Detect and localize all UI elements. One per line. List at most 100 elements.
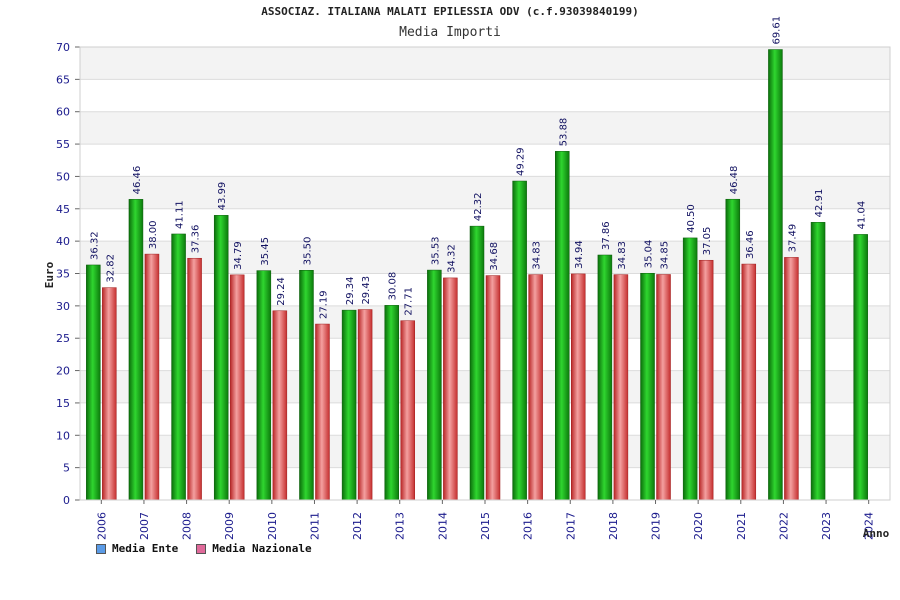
data-label-media-ente: 53.88 (558, 118, 569, 147)
y-tick-label: 5 (63, 462, 70, 475)
bar-media-nazionale (102, 287, 117, 501)
data-label-media-nazionale: 34.32 (446, 244, 457, 273)
y-tick-label: 20 (56, 365, 70, 378)
y-tick-label: 40 (56, 235, 70, 248)
bar-media-nazionale (400, 320, 415, 501)
x-tick-label: 2020 (692, 512, 705, 540)
bar-media-nazionale (315, 323, 330, 501)
y-tick-label: 70 (56, 41, 70, 54)
axes: 0 5 10 15 20 25 30 35 40 45 50 55 60 65 70 2006 2007 2008… (56, 41, 891, 540)
x-tick-label: 2011 (308, 512, 321, 540)
bar-media-nazionale (613, 274, 629, 501)
data-label-media-nazionale: 34.83 (532, 241, 543, 270)
x-tick-label: 2023 (820, 512, 833, 540)
chart-title: ASSOCIAZ. ITALIANA MALATI EPILESSIA ODV … (261, 5, 639, 18)
data-label-media-ente: 35.45 (260, 237, 271, 266)
grid-band (80, 47, 890, 80)
bar-media-nazionale (741, 263, 757, 501)
bar-media-ente (555, 151, 570, 501)
data-label-media-nazionale: 27.71 (404, 287, 415, 316)
x-tick-label: 2014 (436, 512, 449, 540)
bar-media-ente (853, 234, 868, 501)
legend: Media Ente Media Nazionale (96, 542, 312, 555)
y-tick-label: 50 (56, 170, 70, 183)
legend-item-media-nazionale: Media Nazionale (196, 542, 312, 555)
bars (86, 49, 868, 501)
data-label-media-ente: 42.32 (473, 192, 484, 221)
x-tick-label: 2012 (351, 512, 364, 540)
data-label-media-ente: 35.04 (644, 240, 655, 269)
bar-media-ente (384, 305, 399, 501)
bar-media-nazionale (485, 275, 501, 501)
y-tick-label: 0 (63, 494, 70, 507)
bar-media-ente (810, 222, 826, 501)
legend-label-media-nazionale: Media Nazionale (212, 542, 312, 555)
legend-label-media-ente: Media Ente (112, 542, 179, 555)
x-tick-label: 2006 (95, 512, 108, 540)
bar-media-nazionale (229, 274, 245, 501)
bar-media-ente (768, 49, 783, 501)
data-label-media-ente: 35.53 (430, 236, 441, 265)
x-tick-label: 2010 (266, 512, 279, 540)
grid-band (80, 176, 890, 209)
data-label-media-ente: 49.29 (516, 147, 527, 176)
y-tick-label: 10 (56, 429, 70, 442)
data-label-media-nazionale: 34.68 (489, 242, 500, 271)
bar-media-ente (427, 269, 442, 501)
bar-media-nazionale (698, 259, 714, 501)
bar-media-ente (597, 254, 613, 501)
data-label-media-ente: 41.04 (857, 201, 868, 230)
x-tick-label: 2022 (777, 512, 790, 540)
bar-media-nazionale (656, 274, 671, 501)
y-tick-label: 15 (56, 397, 70, 410)
x-tick-label: 2019 (650, 512, 663, 540)
bar-media-ente (725, 198, 741, 501)
data-label-media-nazionale: 37.49 (787, 224, 798, 253)
data-label-media-nazionale: 38.00 (148, 220, 159, 249)
data-label-media-ente: 42.91 (814, 189, 825, 218)
bar-media-ente (341, 309, 357, 501)
data-label-media-ente: 46.46 (132, 166, 143, 195)
legend-swatch-media-ente (96, 543, 106, 554)
data-label-media-ente: 69.61 (771, 16, 782, 45)
bar-media-nazionale (528, 274, 543, 501)
bar-media-ente (256, 270, 272, 501)
bar-media-nazionale (357, 309, 373, 501)
bar-media-nazionale (187, 257, 202, 501)
data-label-media-ente: 37.86 (601, 221, 612, 250)
data-label-media-nazionale: 37.36 (191, 225, 202, 254)
bar-media-ente (128, 199, 144, 501)
y-tick-label: 65 (56, 73, 70, 86)
data-label-media-nazionale: 34.79 (233, 241, 244, 270)
bar-media-nazionale (784, 257, 799, 501)
data-label-media-nazionale: 27.19 (318, 290, 329, 319)
data-label-media-nazionale: 34.83 (617, 241, 628, 270)
bar-media-ente (469, 225, 485, 501)
y-tick-label: 60 (56, 106, 70, 119)
x-tick-label: 2024 (863, 512, 876, 540)
data-label-media-ente: 36.32 (89, 231, 100, 260)
grid-band (80, 111, 890, 145)
data-label-media-ente: 30.08 (388, 272, 399, 301)
data-label-media-ente: 40.50 (686, 204, 697, 233)
data-label-media-ente: 29.34 (345, 276, 356, 305)
data-label-media-nazionale: 34.94 (574, 240, 585, 269)
data-label-media-ente: 41.11 (175, 200, 186, 229)
data-label-media-ente: 35.50 (302, 237, 313, 266)
bar-media-ente (171, 233, 186, 501)
bar-media-nazionale (144, 253, 160, 501)
y-tick-label: 45 (56, 203, 70, 216)
data-label-media-nazionale: 36.46 (745, 230, 756, 259)
bar-media-ente (682, 237, 698, 501)
bar-media-ente (213, 215, 229, 501)
data-label-media-nazionale: 29.43 (361, 276, 372, 305)
y-tick-label: 30 (56, 300, 70, 313)
x-tick-label: 2013 (394, 512, 407, 540)
y-axis-title: Euro (43, 261, 56, 288)
bar-media-nazionale (272, 310, 288, 501)
data-label-media-nazionale: 34.85 (660, 241, 671, 270)
data-label-media-ente: 46.48 (729, 166, 740, 195)
data-label-media-nazionale: 29.24 (276, 277, 287, 306)
data-labels: 36.32 32.82 46.46 38.00 41.11 37.36 43.99 34.79… (89, 16, 867, 319)
grid-band (80, 79, 890, 112)
